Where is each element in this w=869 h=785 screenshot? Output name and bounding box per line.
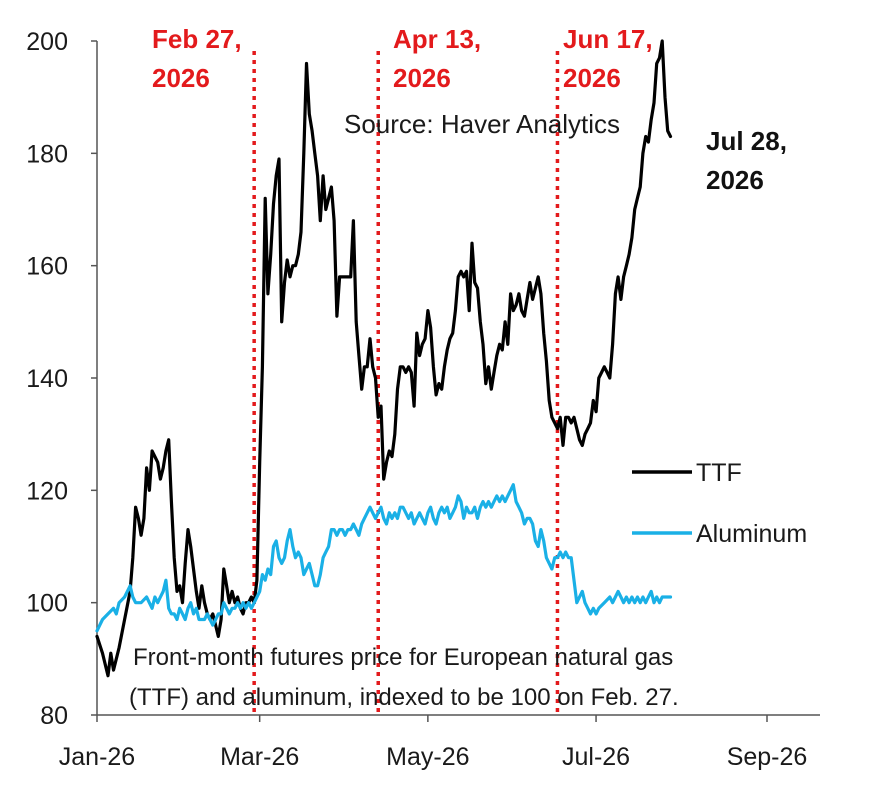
x-tick-label: May-26 — [386, 743, 469, 771]
event-lines — [252, 51, 560, 715]
series-line-ttf — [95, 39, 673, 678]
event-label: 2026 — [563, 63, 621, 93]
source-label: Source: Haver Analytics — [344, 109, 620, 139]
event-label: 2026 — [393, 63, 451, 93]
event-label: 2026 — [152, 63, 210, 93]
chart-caption: Front-month futures price for European n… — [129, 644, 679, 711]
event-label: Jul 28, — [706, 126, 787, 156]
caption-line-1: Front-month futures price for European n… — [133, 644, 673, 671]
y-tick-label: 120 — [26, 477, 68, 505]
legend-label: Aluminum — [696, 520, 807, 548]
y-tick-label: 140 — [26, 365, 68, 393]
legend-label: TTF — [696, 459, 742, 487]
event-label: Jun 17, — [563, 24, 653, 54]
y-tick-label: 100 — [26, 590, 68, 618]
x-tick-label: Jan-26 — [59, 743, 135, 771]
event-labels: Feb 27, 2026 Apr 13, 2026 Jun 17, 2026 Jul 28,… — [152, 24, 787, 195]
legend: TTF Aluminum — [632, 459, 807, 548]
x-tick-label: Jul-26 — [562, 743, 630, 771]
y-axis: 80 100 120 140 160 180 200 — [26, 28, 98, 730]
y-tick-label: 160 — [26, 253, 68, 281]
x-tick-label: Sep-26 — [727, 743, 808, 771]
y-tick-label: 200 — [26, 28, 68, 56]
x-axis: Jan-26 Mar-26 May-26 Jul-26 Sep-26 — [59, 714, 820, 771]
event-label: 2026 — [706, 165, 764, 195]
y-tick-label: 180 — [26, 140, 68, 168]
x-tick-label: Mar-26 — [220, 743, 299, 771]
series-lines — [95, 39, 673, 678]
caption-line-2: (TTF) and aluminum, indexed to be 100 on… — [129, 684, 679, 711]
series-line-aluminum — [95, 483, 673, 633]
event-label: Feb 27, — [152, 24, 242, 54]
y-tick-label: 80 — [40, 702, 68, 730]
event-label: Apr 13, — [393, 24, 481, 54]
